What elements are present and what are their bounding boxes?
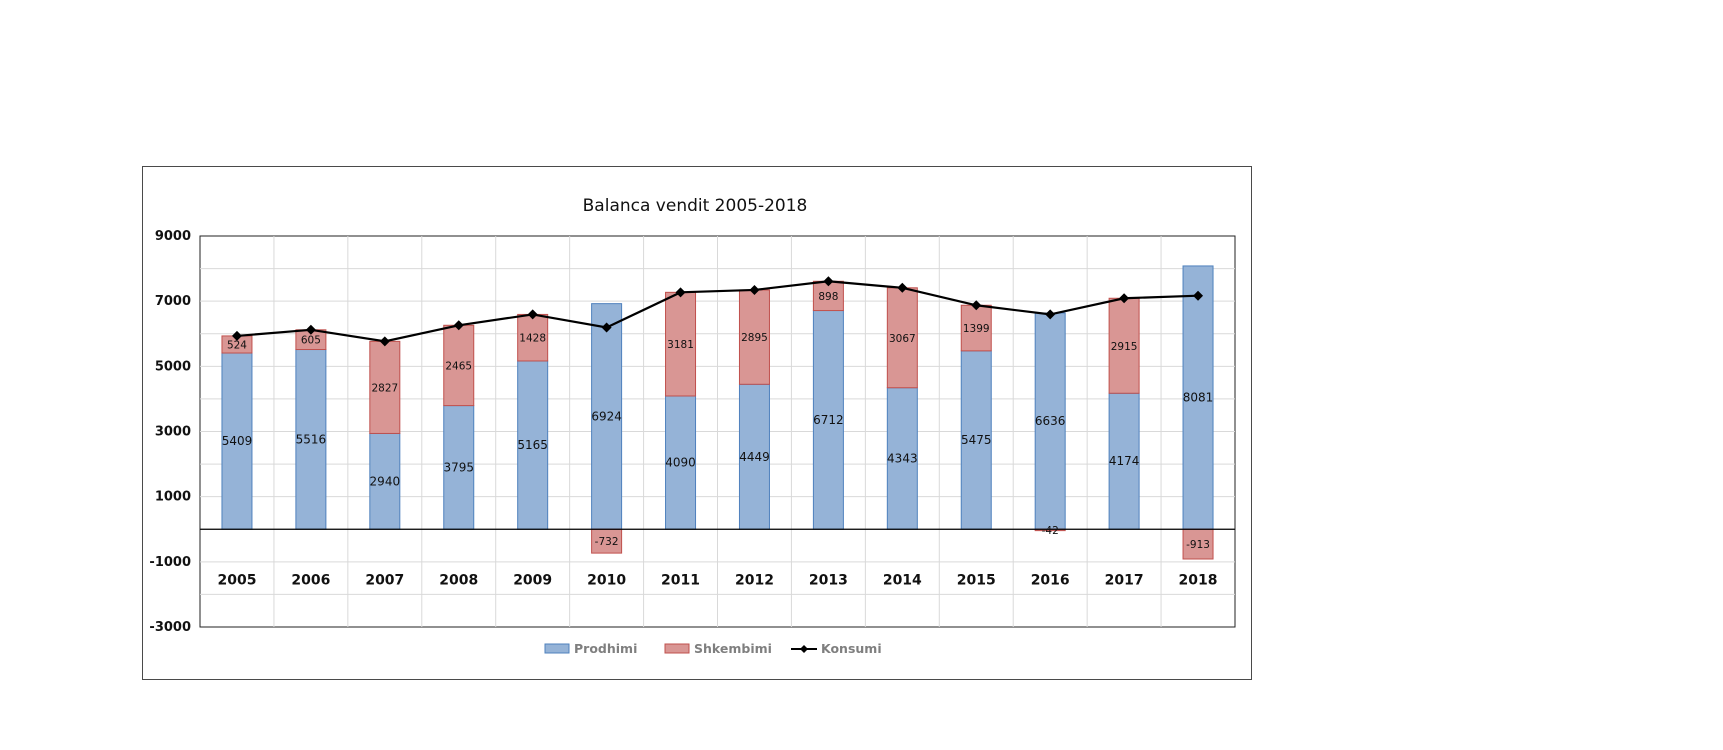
- marker-konsumi: [305, 324, 316, 335]
- legend-label-konsumi: Konsumi: [821, 641, 882, 656]
- data-label-prodhimi: 4449: [739, 450, 770, 464]
- marker-konsumi: [1119, 293, 1130, 304]
- data-label-prodhimi: 5409: [222, 434, 253, 448]
- axis-layer: 9000 7000 5000 3000 1000 -1000 -3000 2005 2006 20…: [149, 229, 1235, 635]
- x-tick-label: 2008: [439, 573, 478, 589]
- chart-svg: Balanca vendit 2005-2018 9000 7000 5000 300…: [149, 196, 1236, 656]
- x-tick-label: 2017: [1105, 573, 1144, 589]
- marker-konsumi: [453, 320, 464, 331]
- data-label-shkembimi: 2915: [1111, 341, 1138, 353]
- line-konsumi: [236, 280, 1199, 343]
- data-label-shkembimi: -913: [1186, 539, 1210, 551]
- y-tick-label: 3000: [155, 425, 191, 440]
- bar-shkembimi: [886, 287, 918, 389]
- legend-marker-konsumi: [800, 645, 808, 653]
- data-label-prodhimi: 3795: [443, 460, 474, 474]
- marker-konsumi: [897, 282, 908, 293]
- bar-shkembimi: [1182, 528, 1214, 560]
- x-tick-label: 2014: [883, 573, 922, 589]
- x-tick-label: 2012: [735, 573, 774, 589]
- marker-konsumi: [749, 284, 760, 295]
- x-tick-label: 2011: [661, 573, 700, 589]
- labels-layer: 5409 524 5516 605 2940 2827 3795 2465 5165 1428 69…: [222, 291, 1214, 551]
- bar-shkembimi: [369, 340, 401, 434]
- bar-prodhimi: [960, 350, 992, 530]
- bar-prodhimi: [1108, 392, 1140, 530]
- x-tick-label: 2007: [365, 573, 404, 589]
- data-label-shkembimi: 605: [301, 335, 321, 347]
- x-tick-label: 2010: [587, 573, 626, 589]
- marker-konsumi: [971, 300, 982, 311]
- data-label-shkembimi: 898: [818, 291, 838, 303]
- chart-frame: Balanca vendit 2005-2018 9000 7000 5000 300…: [142, 166, 1252, 680]
- bar-prodhimi: [369, 432, 401, 530]
- data-label-prodhimi: 5165: [517, 438, 548, 452]
- marker-konsumi: [379, 336, 390, 347]
- data-label-prodhimi: 4090: [665, 456, 696, 470]
- data-label-shkembimi: 1428: [519, 333, 546, 345]
- legend-swatch-prodhimi: [544, 643, 570, 654]
- bar-shkembimi: [443, 324, 475, 407]
- bar-shkembimi: [517, 313, 549, 362]
- legend-label-prodhimi: Prodhimi: [574, 641, 637, 656]
- bar-shkembimi: [665, 291, 697, 397]
- bar-prodhimi: [443, 405, 475, 530]
- grid-layer: [199, 235, 1236, 628]
- bar-shkembimi: [1108, 297, 1140, 394]
- y-tick-label: 9000: [155, 229, 191, 244]
- y-tick-label: 1000: [155, 490, 191, 505]
- data-label-prodhimi: 5475: [961, 433, 992, 447]
- marker-konsumi: [823, 276, 834, 287]
- marker-konsumi: [1193, 290, 1204, 301]
- y-tick-label: -1000: [149, 555, 191, 570]
- x-tick-label: 2018: [1179, 573, 1218, 589]
- data-label-prodhimi: 4174: [1109, 454, 1140, 468]
- x-tick-label: 2016: [1031, 573, 1070, 589]
- marker-konsumi: [601, 322, 612, 333]
- data-label-shkembimi: 3067: [889, 333, 916, 345]
- bar-prodhimi: [1182, 265, 1214, 530]
- data-label-prodhimi: 6636: [1035, 414, 1066, 428]
- line-layer: [231, 276, 1204, 347]
- marker-konsumi: [1045, 309, 1056, 320]
- data-label-shkembimi: -42: [1042, 525, 1059, 537]
- data-label-shkembimi: 3181: [667, 339, 694, 351]
- y-tick-label: -3000: [149, 620, 191, 635]
- bar-prodhimi: [221, 352, 253, 530]
- x-tick-label: 2005: [217, 573, 256, 589]
- marker-konsumi: [231, 330, 242, 341]
- bar-prodhimi: [665, 395, 697, 530]
- y-tick-label: 5000: [155, 359, 191, 374]
- data-label-shkembimi: 2895: [741, 332, 768, 344]
- legend-label-shkembimi: Shkembimi: [694, 641, 772, 656]
- x-tick-label: 2013: [809, 573, 848, 589]
- x-tick-label: 2006: [291, 573, 330, 589]
- data-label-prodhimi: 4343: [887, 451, 918, 465]
- bar-prodhimi: [1034, 312, 1066, 530]
- marker-konsumi: [527, 309, 538, 320]
- chart-title: Balanca vendit 2005-2018: [583, 196, 808, 216]
- x-tick-label: 2015: [957, 573, 996, 589]
- legend: Prodhimi Shkembimi Konsumi: [544, 641, 882, 656]
- data-label-prodhimi: 5516: [296, 432, 327, 446]
- data-label-shkembimi: 1399: [963, 323, 990, 335]
- data-label-shkembimi: -732: [595, 536, 619, 548]
- data-label-prodhimi: 2940: [370, 474, 401, 488]
- bar-prodhimi: [517, 360, 549, 530]
- x-tick-label: 2009: [513, 573, 552, 589]
- legend-swatch-shkembimi: [664, 643, 690, 654]
- data-label-shkembimi: 2465: [445, 360, 472, 372]
- data-label-shkembimi: 524: [227, 339, 247, 351]
- bar-prodhimi: [738, 383, 770, 530]
- data-label-prodhimi: 6712: [813, 413, 844, 427]
- data-label-prodhimi: 6924: [591, 409, 622, 423]
- marker-konsumi: [675, 287, 686, 298]
- data-label-shkembimi: 2827: [371, 382, 398, 394]
- data-label-prodhimi: 8081: [1183, 391, 1214, 405]
- y-tick-label: 7000: [155, 294, 191, 309]
- bars-layer: [221, 265, 1214, 560]
- bar-shkembimi: [960, 304, 992, 352]
- bar-shkembimi: [738, 289, 770, 385]
